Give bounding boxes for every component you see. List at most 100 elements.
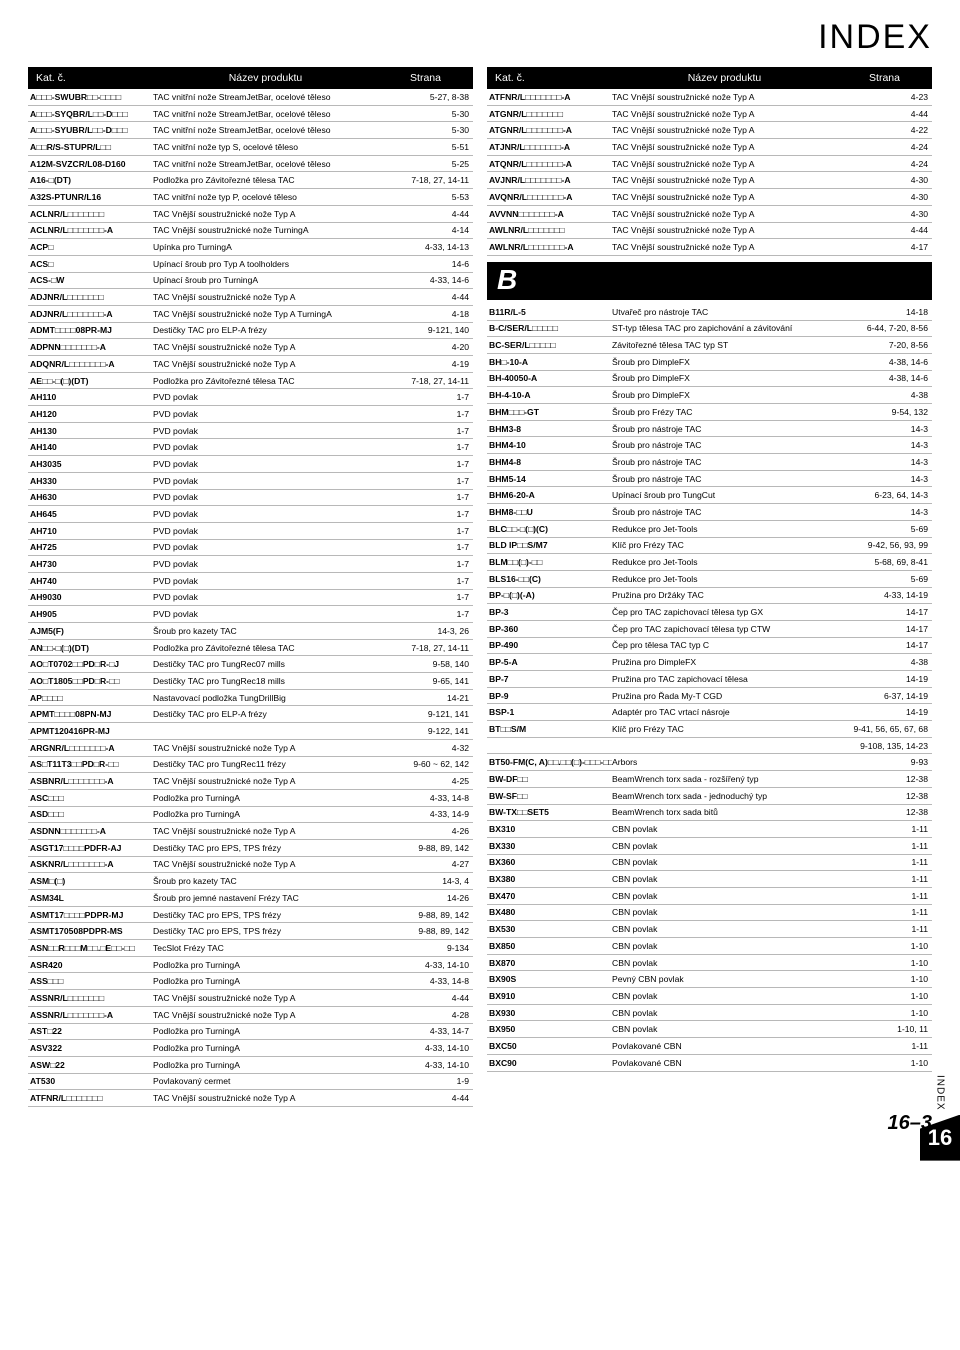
cell-name: TAC Vnější soustružnické nože Typ A [612,159,837,169]
cell-name: CBN povlak [612,824,837,834]
cell-code: AH330 [28,476,153,486]
cell-name: TAC Vnější soustružnické nože Typ A [153,743,378,753]
cell-code: AH645 [28,509,153,519]
cell-code: ADJNR/L□□□□□□□ [28,292,153,302]
cell-name: PVD povlak [153,409,378,419]
cell-page: 4-23 [837,92,932,102]
table-row: AH730PVD povlak1-7 [28,556,473,573]
cell-page: 1-10 [837,974,932,984]
cell-name: PVD povlak [153,542,378,552]
table-row: BX950CBN povlak1-10, 11 [487,1021,932,1038]
cell-code: BP-5-A [487,657,612,667]
cell-code: BC-SER/L□□□□□ [487,340,612,350]
table-row: AVVNN□□□□□□□-ATAC Vnější soustružnické n… [487,206,932,223]
cell-code: BHM8-□□U [487,507,612,517]
cell-name: TAC vnitřní nože typ P, ocelové těleso [153,192,378,202]
table-row: BX480CBN povlak1-11 [487,905,932,922]
left-rows: A□□□-SWUBR□□-□□□□TAC vnitřní nože Stream… [28,89,473,1107]
cell-code: ASSNR/L□□□□□□□-A [28,1010,153,1020]
right-top-rows: ATFNR/L□□□□□□□-ATAC Vnější soustružnické… [487,89,932,256]
table-row: AH330PVD povlak1-7 [28,473,473,490]
section-b-header: B [487,262,932,300]
table-row: BXC90Povlakované CBN1-10 [487,1055,932,1072]
table-row: BP-3Čep pro TAC zapichovací tělesa typ G… [487,604,932,621]
cell-code: BX950 [487,1024,612,1034]
cell-name: TAC Vnější soustružnické nože Typ A [153,292,378,302]
cell-code: BH-4-10-A [487,390,612,400]
cell-code: AO□T1805□□PD□R-□□ [28,676,153,686]
cell-name: Upínací šroub pro TurningA [153,275,378,285]
table-row: BP-490Čep pro tělesa TAC typ C14-17 [487,638,932,655]
cell-code: A□□□-SYQBR/L□□-D□□□ [28,109,153,119]
cell-page: 4-38, 14-6 [837,357,932,367]
th-code: Kat. č. [487,72,612,84]
cell-name: Závitořezné tělesa TAC typ ST [612,340,837,350]
cell-code: AJM5(F) [28,626,153,636]
cell-page: 6-44, 7-20, 8-56 [837,323,932,333]
table-row: ATGNR/L□□□□□□□TAC Vnější soustružnické n… [487,106,932,123]
table-row: ASMT17□□□□PDPR-MJDestičky TAC pro EPS, T… [28,907,473,924]
table-row: AH630PVD povlak1-7 [28,490,473,507]
cell-name: Klíč pro Frézy TAC [612,540,837,550]
cell-name: CBN povlak [612,841,837,851]
cell-name: Šroub pro nástroje TAC [612,457,837,467]
cell-name: TAC Vnější soustružnické nože Typ A [612,109,837,119]
table-row: AO□T1805□□PD□R-□□Destičky TAC pro TungRe… [28,673,473,690]
left-column: Kat. č. Název produktu Strana A□□□-SWUBR… [28,67,473,1107]
table-row: ARGNR/L□□□□□□□-ATAC Vnější soustružnické… [28,740,473,757]
cell-page: 4-33, 14-19 [837,590,932,600]
cell-name: Utvařeč pro nástroje TAC [612,307,837,317]
cell-name: Čep pro TAC zapichovací tělesa typ CTW [612,624,837,634]
cell-code: ATJNR/L□□□□□□□-A [487,142,612,152]
cell-name: TAC Vnější soustružnické nože Typ A [612,209,837,219]
table-row: BLM□□(□)-□□Redukce pro Jet-Tools5-68, 69… [487,554,932,571]
cell-page: 6-23, 64, 14-3 [837,490,932,500]
cell-page: 14-17 [837,607,932,617]
page-number: 16–3 [888,1112,933,1135]
cell-name: TAC Vnější soustružnické nože Typ A Turn… [153,309,378,319]
cell-code: BX360 [487,857,612,867]
table-row: BHM8-□□UŠroub pro nástroje TAC14-3 [487,504,932,521]
table-row: AP□□□□Nastavovací podložka TungDrillBig1… [28,690,473,707]
cell-code: AP□□□□ [28,693,153,703]
table-row: BP-7Pružina pro TAC zapichovací tělesa14… [487,671,932,688]
cell-code: AH3035 [28,459,153,469]
table-row: ASD□□□Podložka pro TurningA4-33, 14-9 [28,807,473,824]
cell-code: APMT□□□□08PN-MJ [28,709,153,719]
table-row: AVJNR/L□□□□□□□-ATAC Vnější soustružnické… [487,172,932,189]
cell-page: 9-93 [837,757,932,767]
table-row: BX360CBN povlak1-11 [487,855,932,872]
cell-name: CBN povlak [612,958,837,968]
cell-code: AH740 [28,576,153,586]
table-row: ADQNR/L□□□□□□□-ATAC Vnější soustružnické… [28,356,473,373]
cell-page: 4-24 [837,159,932,169]
cell-name: BeamWrench torx sada - rozšířený typ [612,774,837,784]
table-row: AH9030PVD povlak1-7 [28,590,473,607]
cell-page: 5-69 [837,574,932,584]
cell-code: BSP-1 [487,707,612,717]
table-row: ASW□22Podložka pro TurningA4-33, 14-10 [28,1057,473,1074]
table-row: AH725PVD povlak1-7 [28,540,473,557]
cell-code: BH-40050-A [487,373,612,383]
table-row: BLD IP□□S/M7Klíč pro Frézy TAC9-42, 56, … [487,538,932,555]
table-row: AH740PVD povlak1-7 [28,573,473,590]
cell-code: BLD IP□□S/M7 [487,540,612,550]
cell-code: ATFNR/L□□□□□□□-A [487,92,612,102]
cell-page: 1-7 [378,576,473,586]
cell-page: 9-42, 56, 93, 99 [837,540,932,550]
cell-code: AH725 [28,542,153,552]
cell-name: Šroub pro DimpleFX [612,357,837,367]
cell-page: 14-3 [837,507,932,517]
cell-name: TAC vnitřní nože typ S, ocelové těleso [153,142,378,152]
table-row: BT□□S/MKlíč pro Frézy TAC9-41, 56, 65, 6… [487,721,932,738]
cell-name: TAC Vnější soustružnické nože Typ A [153,359,378,369]
cell-name: PVD povlak [153,442,378,452]
cell-code: AH630 [28,492,153,502]
cell-page: 4-44 [378,1093,473,1103]
cell-page: 9-88, 89, 142 [378,843,473,853]
cell-code: ACP□ [28,242,153,252]
table-row: ASM□(□)Šroub pro kazety TAC14-3, 4 [28,873,473,890]
cell-code: BHM□□□-GT [487,407,612,417]
cell-code: BX870 [487,958,612,968]
cell-name: Redukce pro Jet-Tools [612,557,837,567]
